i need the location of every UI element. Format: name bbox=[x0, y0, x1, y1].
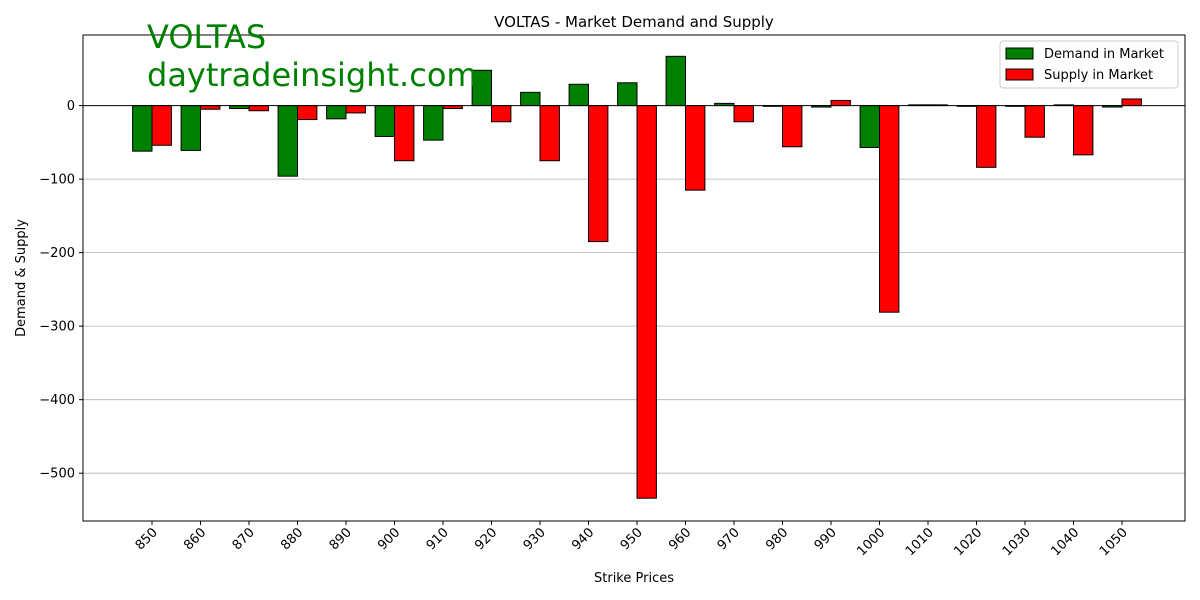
x-tick-label: 850 bbox=[133, 525, 161, 553]
supply-bar-890 bbox=[345, 105, 366, 114]
x-tick-label: 870 bbox=[230, 525, 258, 553]
supply-bar-990 bbox=[830, 99, 851, 107]
supply-bar-1020 bbox=[976, 105, 997, 168]
supply-bar-950 bbox=[636, 105, 657, 499]
supply-bar-1030 bbox=[1024, 105, 1045, 138]
supply-bar-900 bbox=[394, 105, 415, 162]
supply-bar-940 bbox=[588, 105, 609, 243]
gridlines bbox=[83, 178, 1185, 474]
watermark-site: daytradeinsight.com bbox=[147, 56, 478, 94]
bars bbox=[132, 55, 1142, 499]
x-tick-label: 960 bbox=[666, 525, 694, 553]
legend-box bbox=[999, 40, 1179, 89]
x-tick-label: 880 bbox=[278, 525, 306, 553]
x-tick-label: 980 bbox=[763, 525, 791, 553]
supply-bar-960 bbox=[685, 105, 706, 191]
demand-bar-880 bbox=[277, 105, 299, 177]
x-tick-label: 970 bbox=[715, 525, 743, 553]
demand-bar-860 bbox=[180, 105, 202, 151]
supply-bar-920 bbox=[491, 105, 512, 123]
x-tick-label: 950 bbox=[618, 525, 646, 553]
legend: Demand in Market Supply in Market bbox=[999, 40, 1179, 89]
chart-title: VOLTAS - Market Demand and Supply bbox=[494, 13, 774, 31]
x-tick-label: 1010 bbox=[903, 525, 937, 559]
x-tick-label: 930 bbox=[521, 525, 549, 553]
y-axis: 0 −100 −200 −300 −400 −500 bbox=[39, 99, 83, 482]
demand-bar-960 bbox=[665, 55, 686, 107]
demand-bar-950 bbox=[617, 82, 638, 107]
supply-bar-870 bbox=[248, 105, 269, 112]
x-tick-label: 860 bbox=[181, 525, 209, 553]
y-tick-label: 0 bbox=[67, 99, 75, 114]
y-tick-label: −500 bbox=[39, 467, 75, 482]
supply-bar-970 bbox=[733, 105, 754, 123]
legend-swatch-demand bbox=[1005, 47, 1034, 60]
legend-swatch-supply bbox=[1005, 68, 1034, 81]
plot-frame bbox=[82, 34, 1186, 522]
x-tick-label: 1030 bbox=[1000, 525, 1034, 559]
demand-bar-900 bbox=[374, 105, 396, 137]
demand-bar-850 bbox=[132, 105, 153, 152]
y-tick-label: −300 bbox=[39, 320, 75, 335]
legend-label-supply: Supply in Market bbox=[1044, 68, 1153, 83]
x-tick-label: 910 bbox=[424, 525, 452, 553]
supply-bar-1040 bbox=[1073, 105, 1094, 156]
y-tick-label: −400 bbox=[39, 393, 75, 408]
x-axis: 850 860 870 880 890 900 910 920 930 940 950 960 970 9… bbox=[133, 521, 1131, 559]
supply-bar-860 bbox=[200, 105, 221, 110]
x-tick-label: 990 bbox=[812, 525, 840, 553]
watermark-ticker: VOLTAS bbox=[147, 18, 266, 56]
y-axis-title: Demand & Supply bbox=[14, 219, 29, 337]
supply-bar-880 bbox=[297, 105, 318, 121]
x-tick-label: 900 bbox=[375, 525, 403, 553]
x-tick-label: 920 bbox=[472, 525, 500, 553]
legend-label-demand: Demand in Market bbox=[1044, 47, 1164, 62]
x-tick-label: 1000 bbox=[854, 525, 888, 559]
supply-bar-850 bbox=[151, 105, 172, 146]
demand-bar-910 bbox=[423, 105, 444, 141]
x-tick-label: 1020 bbox=[951, 525, 985, 559]
demand-bar-1000 bbox=[859, 105, 880, 148]
demand-bar-940 bbox=[568, 83, 589, 107]
supply-bar-980 bbox=[782, 105, 803, 148]
demand-bar-890 bbox=[326, 105, 347, 120]
supply-bar-1000 bbox=[879, 105, 900, 313]
x-tick-label: 940 bbox=[569, 525, 597, 553]
x-tick-label: 1040 bbox=[1048, 525, 1082, 559]
x-tick-label: 1050 bbox=[1097, 525, 1131, 559]
x-tick-label: 890 bbox=[327, 525, 355, 553]
supply-bar-1050 bbox=[1121, 98, 1142, 107]
demand-bar-930 bbox=[520, 91, 541, 107]
y-tick-label: −100 bbox=[39, 173, 75, 188]
x-axis-title: Strike Prices bbox=[594, 571, 674, 586]
supply-bar-930 bbox=[539, 105, 560, 162]
y-tick-label: −200 bbox=[39, 246, 75, 261]
